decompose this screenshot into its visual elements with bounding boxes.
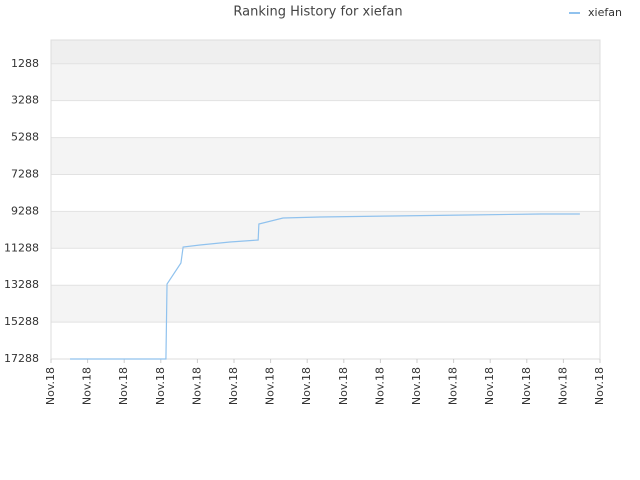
plot-band — [51, 211, 600, 249]
y-tick-label: 11288 — [4, 241, 39, 254]
x-tick-label: Nov.18 — [81, 367, 94, 405]
x-tick-label: Nov.18 — [483, 367, 496, 405]
plot-band — [51, 322, 600, 359]
plot-band — [51, 137, 600, 175]
plot-band — [51, 63, 600, 101]
x-tick-label: Nov.18 — [593, 367, 606, 405]
y-tick-label: 15288 — [4, 315, 39, 328]
legend-label: xiefan — [588, 6, 622, 19]
y-tick-label: 17288 — [4, 352, 39, 365]
x-tick-label: Nov.18 — [154, 367, 167, 405]
x-tick-label: Nov.18 — [227, 367, 240, 405]
plot-band — [51, 285, 600, 323]
x-tick-label: Nov.18 — [520, 367, 533, 405]
plot-band — [51, 174, 600, 212]
line — [70, 213, 580, 360]
y-tick-label: 3288 — [11, 94, 39, 107]
y-tick-label: 13288 — [4, 278, 39, 291]
y-tick-label: 5288 — [11, 131, 39, 144]
y-tick-label: 1288 — [11, 57, 39, 70]
y-tick-label: 9288 — [11, 204, 39, 217]
x-tick-label: Nov.18 — [410, 367, 423, 405]
chart-title: Ranking History for xiefan — [233, 5, 402, 20]
plot-border — [50, 39, 601, 360]
x-tick-label: Nov.18 — [447, 367, 460, 405]
plot-band — [51, 248, 600, 286]
x-tick-label: Nov.18 — [337, 367, 350, 405]
x-tick-label: Nov.18 — [117, 367, 130, 405]
x-tick-label: Nov.18 — [373, 367, 386, 405]
plot-band — [51, 100, 600, 138]
x-tick-label: Nov.18 — [44, 367, 57, 405]
y-tick-label: 7288 — [11, 167, 39, 180]
x-tick-label: Nov.18 — [556, 367, 569, 405]
x-tick-label: Nov.18 — [264, 367, 277, 405]
x-tick-label: Nov.18 — [190, 367, 203, 405]
x-tick-label: Nov.18 — [300, 367, 313, 405]
